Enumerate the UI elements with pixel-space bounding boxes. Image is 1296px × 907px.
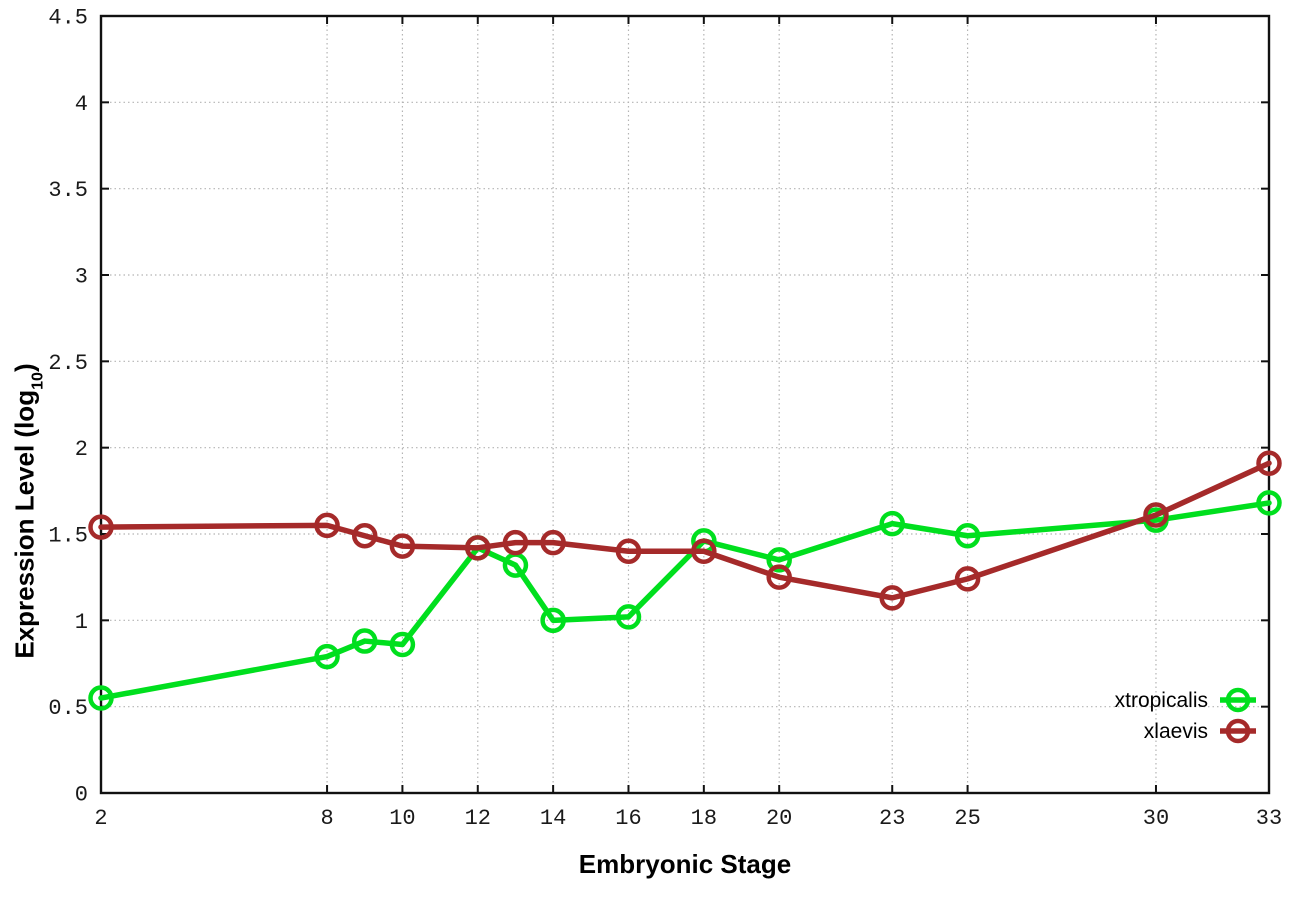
x-tick-label: 16 [615,806,641,831]
y-tick-label: 4 [75,92,88,117]
data-point-marker-xtropicalis [389,631,416,658]
data-point-marker-xlaevis [502,529,529,556]
data-point-marker-xlaevis [691,538,717,565]
y-axis-label-subscript: 10 [28,372,47,390]
data-point-marker-xlaevis [954,566,981,592]
plot-border [99,14,1271,795]
data-point-marker-xlaevis [1143,502,1169,528]
data-point-marker-xtropicalis [766,547,792,573]
data-point-marker-xtropicalis [351,628,378,654]
x-axis-label: Embryonic Stage [578,849,792,879]
data-point-marker-xtropicalis [1256,490,1282,516]
x-tick-label: 18 [691,806,717,831]
x-tick-label: 10 [389,806,415,831]
legend-label-xtropicalis: xtropicalis [1115,689,1208,712]
x-tick-label: 8 [320,806,333,831]
series-line-xtropicalis [98,500,1272,701]
series-line-xlaevis [98,460,1272,601]
y-tick-label: 3 [75,265,88,290]
legend-sample-marker-xlaevis [1225,718,1251,744]
data-point-marker-xlaevis [88,514,114,540]
data-point-marker-xlaevis [351,522,378,549]
x-tick-label: 25 [954,806,980,831]
data-point-marker-xtropicalis [615,604,642,630]
x-tick-label: 23 [879,806,905,831]
data-point-marker-xtropicalis [314,643,340,670]
data-point-marker-xtropicalis [954,522,981,549]
y-axis-label-text: Expression Level (log [9,389,40,659]
legend-sample-marker-xtropicalis [1225,687,1251,713]
data-point-marker-xlaevis [389,533,416,559]
y-tick-label: 0.5 [48,696,88,721]
y-tick-label: 4.5 [48,6,88,31]
x-tick-label: 30 [1143,806,1169,831]
legend-label-xlaevis: xlaevis [1144,720,1208,743]
y-tick-label: 3.5 [48,178,88,203]
x-tick-label: 14 [540,806,566,831]
y-tick-label: 0 [75,783,88,808]
data-point-marker-xtropicalis [879,510,905,537]
data-point-marker-xtropicalis [540,607,566,634]
data-point-marker-xtropicalis [88,685,114,711]
y-tick-label: 1.5 [48,524,88,549]
data-point-marker-xlaevis [615,538,642,565]
data-point-marker-xlaevis [465,535,491,561]
data-point-marker-xlaevis [1256,450,1282,476]
x-tick-label: 2 [94,806,107,831]
y-axis-label: Expression Level (log10) [9,363,47,659]
x-tick-label: 33 [1256,806,1282,831]
y-tick-label: 2 [75,437,88,462]
x-tick-label: 12 [465,806,491,831]
x-tick-label: 20 [766,806,792,831]
data-point-marker-xlaevis [540,529,566,556]
data-point-marker-xlaevis [879,585,905,611]
y-tick-label: 2.5 [48,351,88,376]
data-point-marker-xlaevis [766,564,792,590]
data-point-marker-xlaevis [314,512,340,539]
y-tick-label: 1 [75,610,88,635]
